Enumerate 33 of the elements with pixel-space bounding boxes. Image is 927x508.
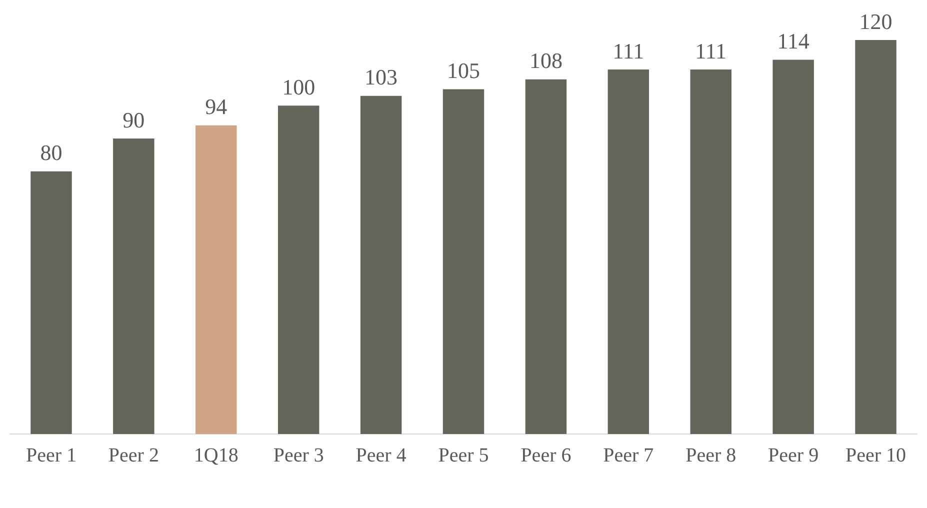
data-label: 114 — [777, 28, 810, 54]
bar — [608, 70, 650, 434]
bar — [690, 70, 732, 434]
data-label: 103 — [364, 64, 398, 90]
x-tick-label: Peer 5 — [438, 444, 489, 466]
data-label: 94 — [205, 94, 228, 120]
bar — [442, 89, 484, 434]
data-label: 105 — [447, 58, 480, 84]
x-tick-label: Peer 1 — [26, 444, 76, 466]
data-label: 120 — [859, 8, 892, 34]
bar — [30, 171, 72, 434]
x-tick-label: Peer 9 — [768, 444, 819, 466]
x-tick-label: 1Q18 — [194, 444, 238, 466]
x-tick-label: Peer 7 — [603, 444, 654, 466]
x-tick-label: Peer 10 — [846, 444, 906, 466]
x-tick-label: Peer 8 — [686, 444, 736, 466]
bar — [855, 40, 896, 434]
data-label: 111 — [612, 38, 644, 64]
data-label: 111 — [695, 38, 727, 64]
x-tick-label: Peer 6 — [520, 444, 572, 466]
bar — [525, 79, 567, 434]
bar — [772, 60, 814, 434]
data-label: 80 — [40, 140, 62, 166]
bar — [360, 96, 402, 434]
data-label: 100 — [282, 74, 316, 100]
x-tick-label: Peer 4 — [356, 444, 406, 466]
data-label: 108 — [529, 48, 562, 74]
x-tick-label: Peer 3 — [273, 444, 324, 466]
data-label: 90 — [122, 107, 145, 132]
x-tick-label: Peer 2 — [108, 444, 159, 466]
bar — [278, 106, 320, 434]
bar — [196, 125, 237, 434]
bar — [113, 138, 154, 434]
